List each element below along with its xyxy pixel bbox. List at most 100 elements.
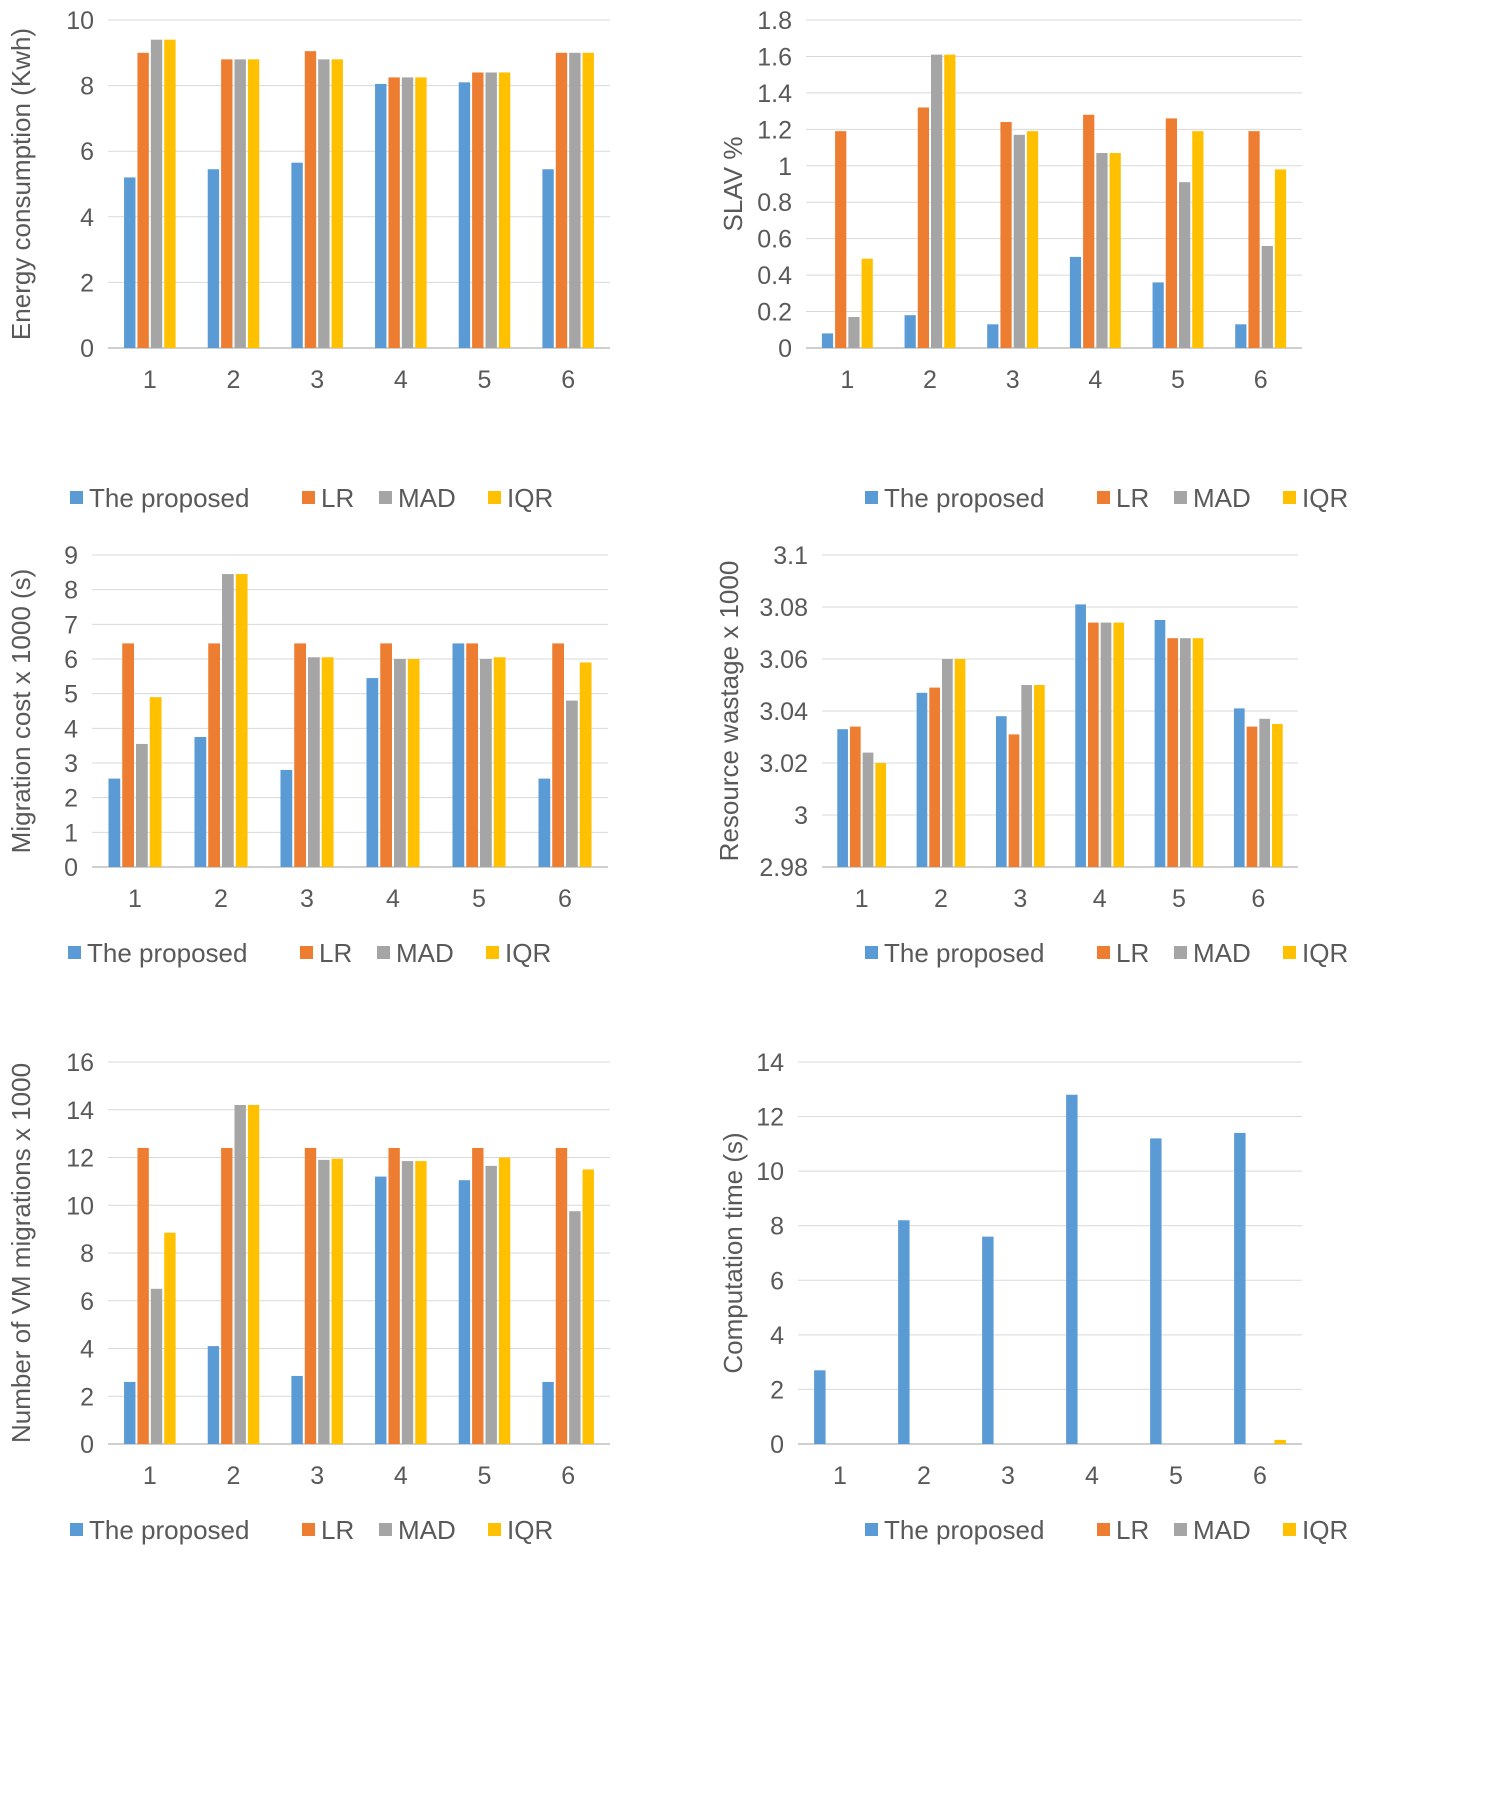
y-tick-label: 4	[80, 1336, 94, 1364]
bar-mad-3	[1013, 134, 1025, 348]
bar-the-proposed-2	[207, 169, 220, 348]
bar-iqr-1	[149, 697, 162, 867]
y-tick-label: 1	[64, 819, 78, 847]
x-tick-label: 2	[227, 1462, 241, 1490]
legend-label: LR	[1116, 483, 1149, 513]
y-tick-label: 0.6	[757, 226, 792, 254]
y-tick-label: 0	[64, 854, 78, 882]
legend-label: The proposed	[884, 483, 1044, 513]
legend-swatch-iqr	[486, 946, 499, 959]
bar-iqr-1	[861, 258, 873, 348]
legend-label: LR	[319, 938, 352, 968]
y-tick-label: 3	[64, 750, 78, 778]
bar-lr-1	[137, 52, 149, 349]
bar-iqr-3	[321, 657, 334, 867]
y-tick-label: 0.8	[757, 189, 792, 217]
bar-the-proposed-2	[904, 315, 916, 348]
x-tick-label: 6	[558, 885, 572, 913]
x-tick-label: 2	[917, 1462, 931, 1490]
bar-the-proposed-3	[291, 1375, 303, 1444]
legend-swatch-mad	[379, 491, 392, 504]
legend-label: The proposed	[89, 1515, 249, 1545]
bar-lr-3	[1008, 734, 1020, 867]
legend-swatch-mad	[1174, 946, 1187, 959]
bar-the-proposed-6	[1233, 708, 1245, 867]
bar-mad-2	[234, 1104, 246, 1444]
legend-label: IQR	[1302, 938, 1348, 968]
chart-3: 0 1 2 3 4 5 6 7 8 9 1 2 3 4 5 6 Migration cost x 1000 (s…	[6, 542, 608, 968]
legend: The proposed LR MAD IQR	[865, 483, 1348, 513]
legend: The proposed LR MAD IQR	[70, 1515, 553, 1545]
bar-iqr-5	[1192, 638, 1204, 867]
legend-swatch-the-proposed	[865, 946, 878, 959]
x-tick-label: 1	[143, 366, 157, 394]
bar-mad-2	[942, 659, 953, 867]
legend-swatch-the-proposed	[865, 1523, 878, 1536]
y-tick-label: 2	[770, 1376, 784, 1404]
legend-label: MAD	[1193, 483, 1251, 513]
y-axis-title: Energy consumption (Kwh)	[6, 28, 36, 340]
bar-lr-4	[388, 1147, 400, 1444]
bar-the-proposed-5	[458, 1180, 471, 1444]
bar-the-proposed-1	[108, 778, 121, 867]
y-tick-label: 14	[756, 1049, 784, 1077]
bar-mad-3	[1021, 685, 1033, 867]
bar-lr-3	[294, 643, 306, 867]
bar-lr-4	[388, 77, 400, 349]
bar-the-proposed-5	[1154, 620, 1166, 867]
bar-mad-4	[401, 77, 414, 349]
chart-2: 0 0.2 0.4 0.6 0.8 1 1.2 1.4 1.6 1.8 1 2 3 4 5 6 SLAV % Th…	[718, 7, 1348, 513]
x-tick-label: 3	[1001, 1462, 1015, 1490]
bar-mad-4	[394, 659, 406, 867]
bar-mad-3	[318, 1159, 330, 1444]
chart-4: 2.98 3 3.02 3.04 3.06 3.08 3.1 1 2 3 4 5 6 Resource w…	[714, 542, 1348, 968]
legend-label: LR	[1116, 938, 1149, 968]
y-tick-label: 4	[80, 204, 94, 232]
legend-label: LR	[321, 1515, 354, 1545]
x-tick-label: 1	[840, 366, 854, 394]
y-tick-label: 0.2	[757, 299, 792, 327]
x-tick-label: 4	[386, 885, 400, 913]
bar-mad-4	[401, 1161, 414, 1444]
legend-label: MAD	[398, 483, 456, 513]
y-tick-label: 2	[80, 1383, 94, 1411]
bar-lr-3	[1000, 122, 1012, 349]
y-tick-label: 8	[64, 577, 78, 605]
bar-the-proposed-4	[375, 83, 387, 349]
x-tick-label: 5	[472, 885, 486, 913]
bar-lr-2	[208, 643, 220, 867]
y-tick-label: 8	[80, 73, 94, 101]
bar-lr-5	[472, 1147, 484, 1444]
bar-iqr-1	[164, 39, 176, 349]
x-tick-label: 3	[1006, 366, 1020, 394]
y-tick-label: 3.06	[759, 646, 808, 674]
legend-swatch-lr	[1097, 1523, 1110, 1536]
x-tick-label: 4	[1088, 366, 1102, 394]
y-tick-label: 3.02	[759, 750, 808, 778]
bar-mad-2	[222, 574, 234, 867]
legend-label: MAD	[1193, 938, 1251, 968]
bar-iqr-2	[247, 59, 260, 349]
bar-lr-2	[917, 107, 929, 348]
bar-iqr-4	[1113, 622, 1125, 867]
legend-swatch-lr	[1097, 491, 1110, 504]
bar-the-proposed-1	[124, 177, 136, 348]
y-tick-label: 1.8	[757, 7, 792, 35]
bar-mad-6	[1259, 718, 1271, 867]
bar-the-proposed-2	[207, 1346, 220, 1444]
legend-label: The proposed	[87, 938, 247, 968]
y-tick-label: 1.2	[757, 116, 792, 144]
x-tick-label: 2	[227, 366, 241, 394]
bar-lr-6	[1248, 131, 1260, 348]
legend-swatch-mad	[1174, 1523, 1187, 1536]
bar-lr-5	[466, 643, 478, 867]
bar-iqr-5	[493, 657, 506, 867]
y-tick-label: 0.4	[757, 262, 792, 290]
x-tick-label: 6	[1251, 885, 1265, 913]
x-tick-label: 5	[1172, 885, 1186, 913]
bar-iqr-6	[1274, 1439, 1286, 1444]
bar-mad-4	[1100, 622, 1112, 867]
bar-iqr-6	[582, 52, 594, 349]
bar-iqr-2	[954, 659, 966, 867]
